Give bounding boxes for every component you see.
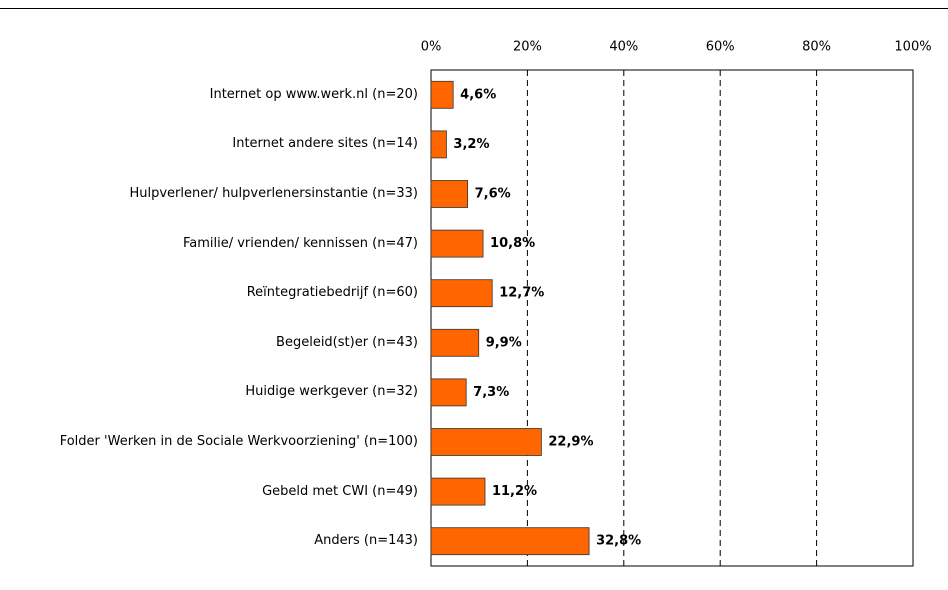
y-tick-label: Internet andere sites (n=14) <box>232 136 418 152</box>
bar <box>430 428 542 456</box>
value-label: 10,8% <box>490 236 535 251</box>
value-label: 3,2% <box>453 137 489 152</box>
y-tick-label: Hulpverlener/ hulpverlenersinstantie (n=… <box>129 186 418 201</box>
value-label: 32,8% <box>596 534 641 549</box>
y-tick-label: Reïntegratiebedrijf (n=60) <box>246 285 418 301</box>
plot-border <box>430 69 914 567</box>
x-tick-label: 20% <box>513 40 542 55</box>
bar <box>430 180 469 208</box>
bar <box>430 80 454 109</box>
x-tick-label: 60% <box>706 40 735 55</box>
bar <box>430 279 493 308</box>
bar <box>430 328 480 357</box>
y-tick-label: Huidige werkgever (n=32) <box>245 384 418 400</box>
value-label: 7,3% <box>473 385 509 400</box>
x-tick-label: 80% <box>802 40 831 55</box>
y-tick-label: Gebeld met CWI (n=49) <box>262 483 418 499</box>
x-tick-label: 0% <box>421 40 442 55</box>
y-tick-label: Begeleid(st)er (n=43) <box>276 334 418 350</box>
bar <box>430 527 590 556</box>
bar <box>430 130 447 159</box>
bar <box>430 378 467 407</box>
y-tick-label: Familie/ vrienden/ kennissen (n=47) <box>182 235 418 251</box>
y-tick-label: Internet op www.werk.nl (n=20) <box>209 86 418 102</box>
value-label: 7,6% <box>475 187 511 202</box>
value-label: 12,7% <box>499 286 544 301</box>
value-label: 22,9% <box>548 435 593 450</box>
x-tick-label: 100% <box>894 40 931 55</box>
y-tick-label: Folder 'Werken in de Sociale Werkvoorzie… <box>59 434 418 449</box>
y-tick-label: Anders (n=143) <box>314 533 418 549</box>
value-label: 11,2% <box>492 484 537 499</box>
bar <box>430 477 486 506</box>
value-label: 9,9% <box>486 335 522 350</box>
x-tick-label: 40% <box>609 40 638 55</box>
bar <box>430 229 484 258</box>
value-label: 4,6% <box>460 87 496 102</box>
